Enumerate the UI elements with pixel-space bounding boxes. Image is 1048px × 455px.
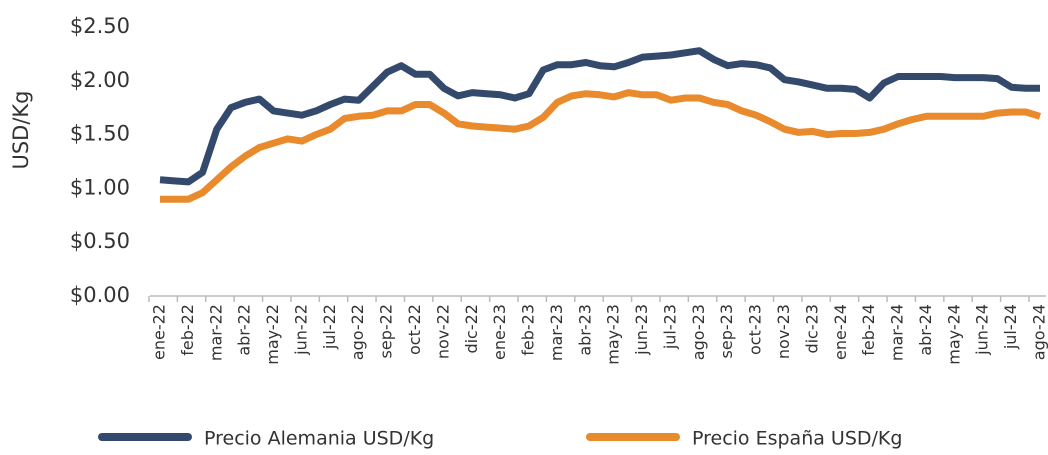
x-tick-label: jul-24	[1001, 304, 1020, 350]
x-tick-label: may-24	[944, 304, 963, 365]
x-tick-label: abr-24	[916, 304, 935, 356]
x-tick-label: dic-23	[802, 304, 821, 354]
x-tick-label: jun-22	[291, 304, 310, 356]
x-tick-label: feb-24	[859, 304, 878, 356]
x-tick-label: ago-24	[1030, 304, 1048, 360]
x-tick-label: abr-23	[575, 304, 594, 356]
x-tick-label: jun-24	[973, 304, 992, 356]
x-tick-label: ago-22	[348, 304, 367, 360]
x-tick-label: dic-22	[462, 304, 481, 354]
x-tick-label: feb-23	[519, 304, 538, 356]
y-tick-label: $1.00	[70, 175, 130, 199]
x-tick-label: ene-24	[831, 304, 850, 360]
line-series	[160, 51, 1040, 182]
x-tick-label: may-22	[263, 304, 282, 365]
x-tick-label: nov-23	[774, 304, 793, 359]
x-tick-label: nov-22	[433, 304, 452, 359]
x-tick-label: jul-23	[660, 304, 679, 350]
legend-label: Precio España USD/Kg	[692, 428, 902, 450]
x-tick-label: ago-23	[689, 304, 708, 360]
y-tick-label: $0.00	[70, 283, 130, 307]
x-tick-label: jul-22	[320, 304, 339, 350]
x-tick-label: oct-22	[405, 304, 424, 355]
y-tick-label: $1.50	[70, 122, 130, 146]
y-axis-label: USD/Kg	[9, 90, 33, 169]
x-tick-label: mar-24	[888, 304, 907, 361]
x-tick-label: abr-22	[235, 304, 254, 356]
line-series	[160, 93, 1040, 200]
x-tick-label: oct-23	[746, 304, 765, 355]
x-tick-label: ene-23	[490, 304, 509, 360]
x-tick-label: may-23	[604, 304, 623, 365]
x-tick-label: sep-23	[717, 304, 736, 358]
legend-label: Precio Alemania USD/Kg	[204, 428, 434, 450]
x-tick-label: ene-22	[150, 304, 169, 360]
x-tick-label: jun-23	[632, 304, 651, 356]
x-tick-label: sep-22	[377, 304, 396, 358]
x-tick-label: feb-22	[178, 304, 197, 356]
y-tick-label: $2.00	[70, 68, 130, 92]
x-tick-label: mar-22	[206, 304, 225, 361]
y-tick-label: $2.50	[70, 14, 130, 38]
y-tick-label: $0.50	[70, 229, 130, 253]
x-tick-label: mar-23	[547, 304, 566, 361]
